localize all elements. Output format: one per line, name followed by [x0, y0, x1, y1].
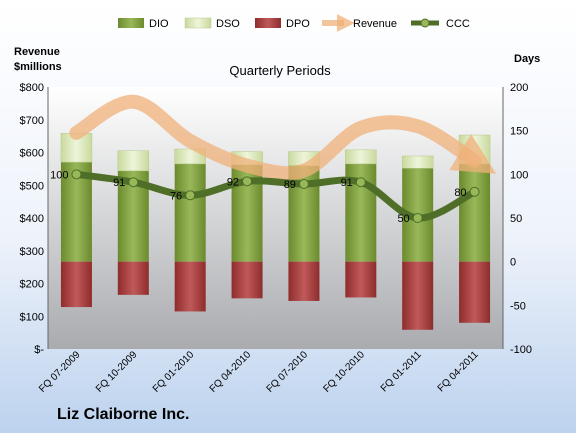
left-tick-label: $300 [20, 246, 44, 258]
left-axis-label-line2: $millions [14, 61, 62, 73]
left-tick-label: $600 [20, 148, 44, 160]
ccc-data-label: 100 [50, 169, 68, 181]
revenue-line [69, 94, 497, 181]
ccc-data-label: 91 [341, 177, 353, 189]
ccc-point [242, 176, 253, 187]
legend-label-dio: DIO [149, 18, 169, 30]
left-tick-label: $- [34, 344, 44, 356]
right-tick-labels: -100 -50 0 50 100 150 200 [510, 82, 532, 356]
ccc-point [185, 190, 196, 201]
ccc-point [469, 186, 480, 197]
left-tick-label: $800 [20, 82, 44, 94]
ccc-point [355, 177, 366, 188]
left-tick-label: $100 [20, 311, 44, 323]
right-tick-label: 100 [510, 169, 528, 181]
ccc-data-label: 91 [113, 177, 125, 189]
right-tick-label: -100 [510, 344, 532, 356]
ccc-data-label: 92 [227, 176, 239, 188]
bar-dpo [60, 261, 92, 308]
ccc-point [412, 213, 423, 223]
left-tick-labels: $- $100 $200 $300 $400 $500 $600 $700 $800 [20, 82, 45, 356]
right-tick-label: 0 [510, 257, 516, 269]
legend-swatch-dso [184, 17, 212, 29]
bar-dso [401, 155, 434, 169]
legend-swatch-dio [118, 18, 144, 28]
bar-dpo [288, 261, 320, 301]
ccc-data-label: 76 [170, 190, 182, 202]
bar-dso [117, 150, 150, 172]
right-axis-label: Days [514, 53, 540, 65]
ccc-data-label: 50 [397, 213, 409, 225]
ccc-series: 100 91 76 92 89 91 50 80 [50, 169, 480, 225]
bar-dpo [117, 261, 149, 295]
right-tick-label: 50 [510, 213, 522, 225]
chart-title: Quarterly Periods [229, 63, 331, 78]
ccc-point [71, 169, 82, 180]
ccc-point [298, 178, 309, 189]
bar-dso [345, 149, 377, 165]
left-tick-label: $700 [20, 115, 44, 127]
ccc-data-label: 80 [454, 187, 466, 199]
legend-swatch-dpo [255, 18, 281, 28]
left-tick-label: $400 [20, 213, 44, 225]
revenue-series [69, 94, 497, 181]
bar-dpo [402, 261, 434, 330]
chart-caption: Liz Claiborne Inc. [57, 406, 189, 423]
bar-dpo [345, 261, 377, 298]
bar-dio [174, 163, 206, 262]
right-tick-label: 200 [510, 82, 528, 94]
left-axis-label-line1: Revenue [14, 46, 60, 58]
right-tick-label: 150 [510, 126, 528, 138]
legend: DIO DSO DPO Revenue CCC [118, 14, 470, 32]
bar-dpo [459, 261, 491, 323]
left-tick-label: $200 [20, 279, 44, 291]
bar-dio [459, 163, 491, 262]
bar-dpo [231, 261, 263, 299]
legend-label-dso: DSO [216, 18, 240, 30]
right-tick-label: -50 [510, 300, 526, 312]
legend-label-revenue: Revenue [353, 18, 397, 30]
legend-label-dpo: DPO [286, 18, 310, 30]
bar-dpo [174, 261, 206, 312]
legend-label-ccc: CCC [446, 18, 470, 30]
legend-marker-ccc [420, 18, 430, 28]
left-tick-label: $500 [20, 180, 44, 192]
ccc-point [128, 177, 139, 188]
ccc-data-label: 89 [284, 179, 296, 191]
